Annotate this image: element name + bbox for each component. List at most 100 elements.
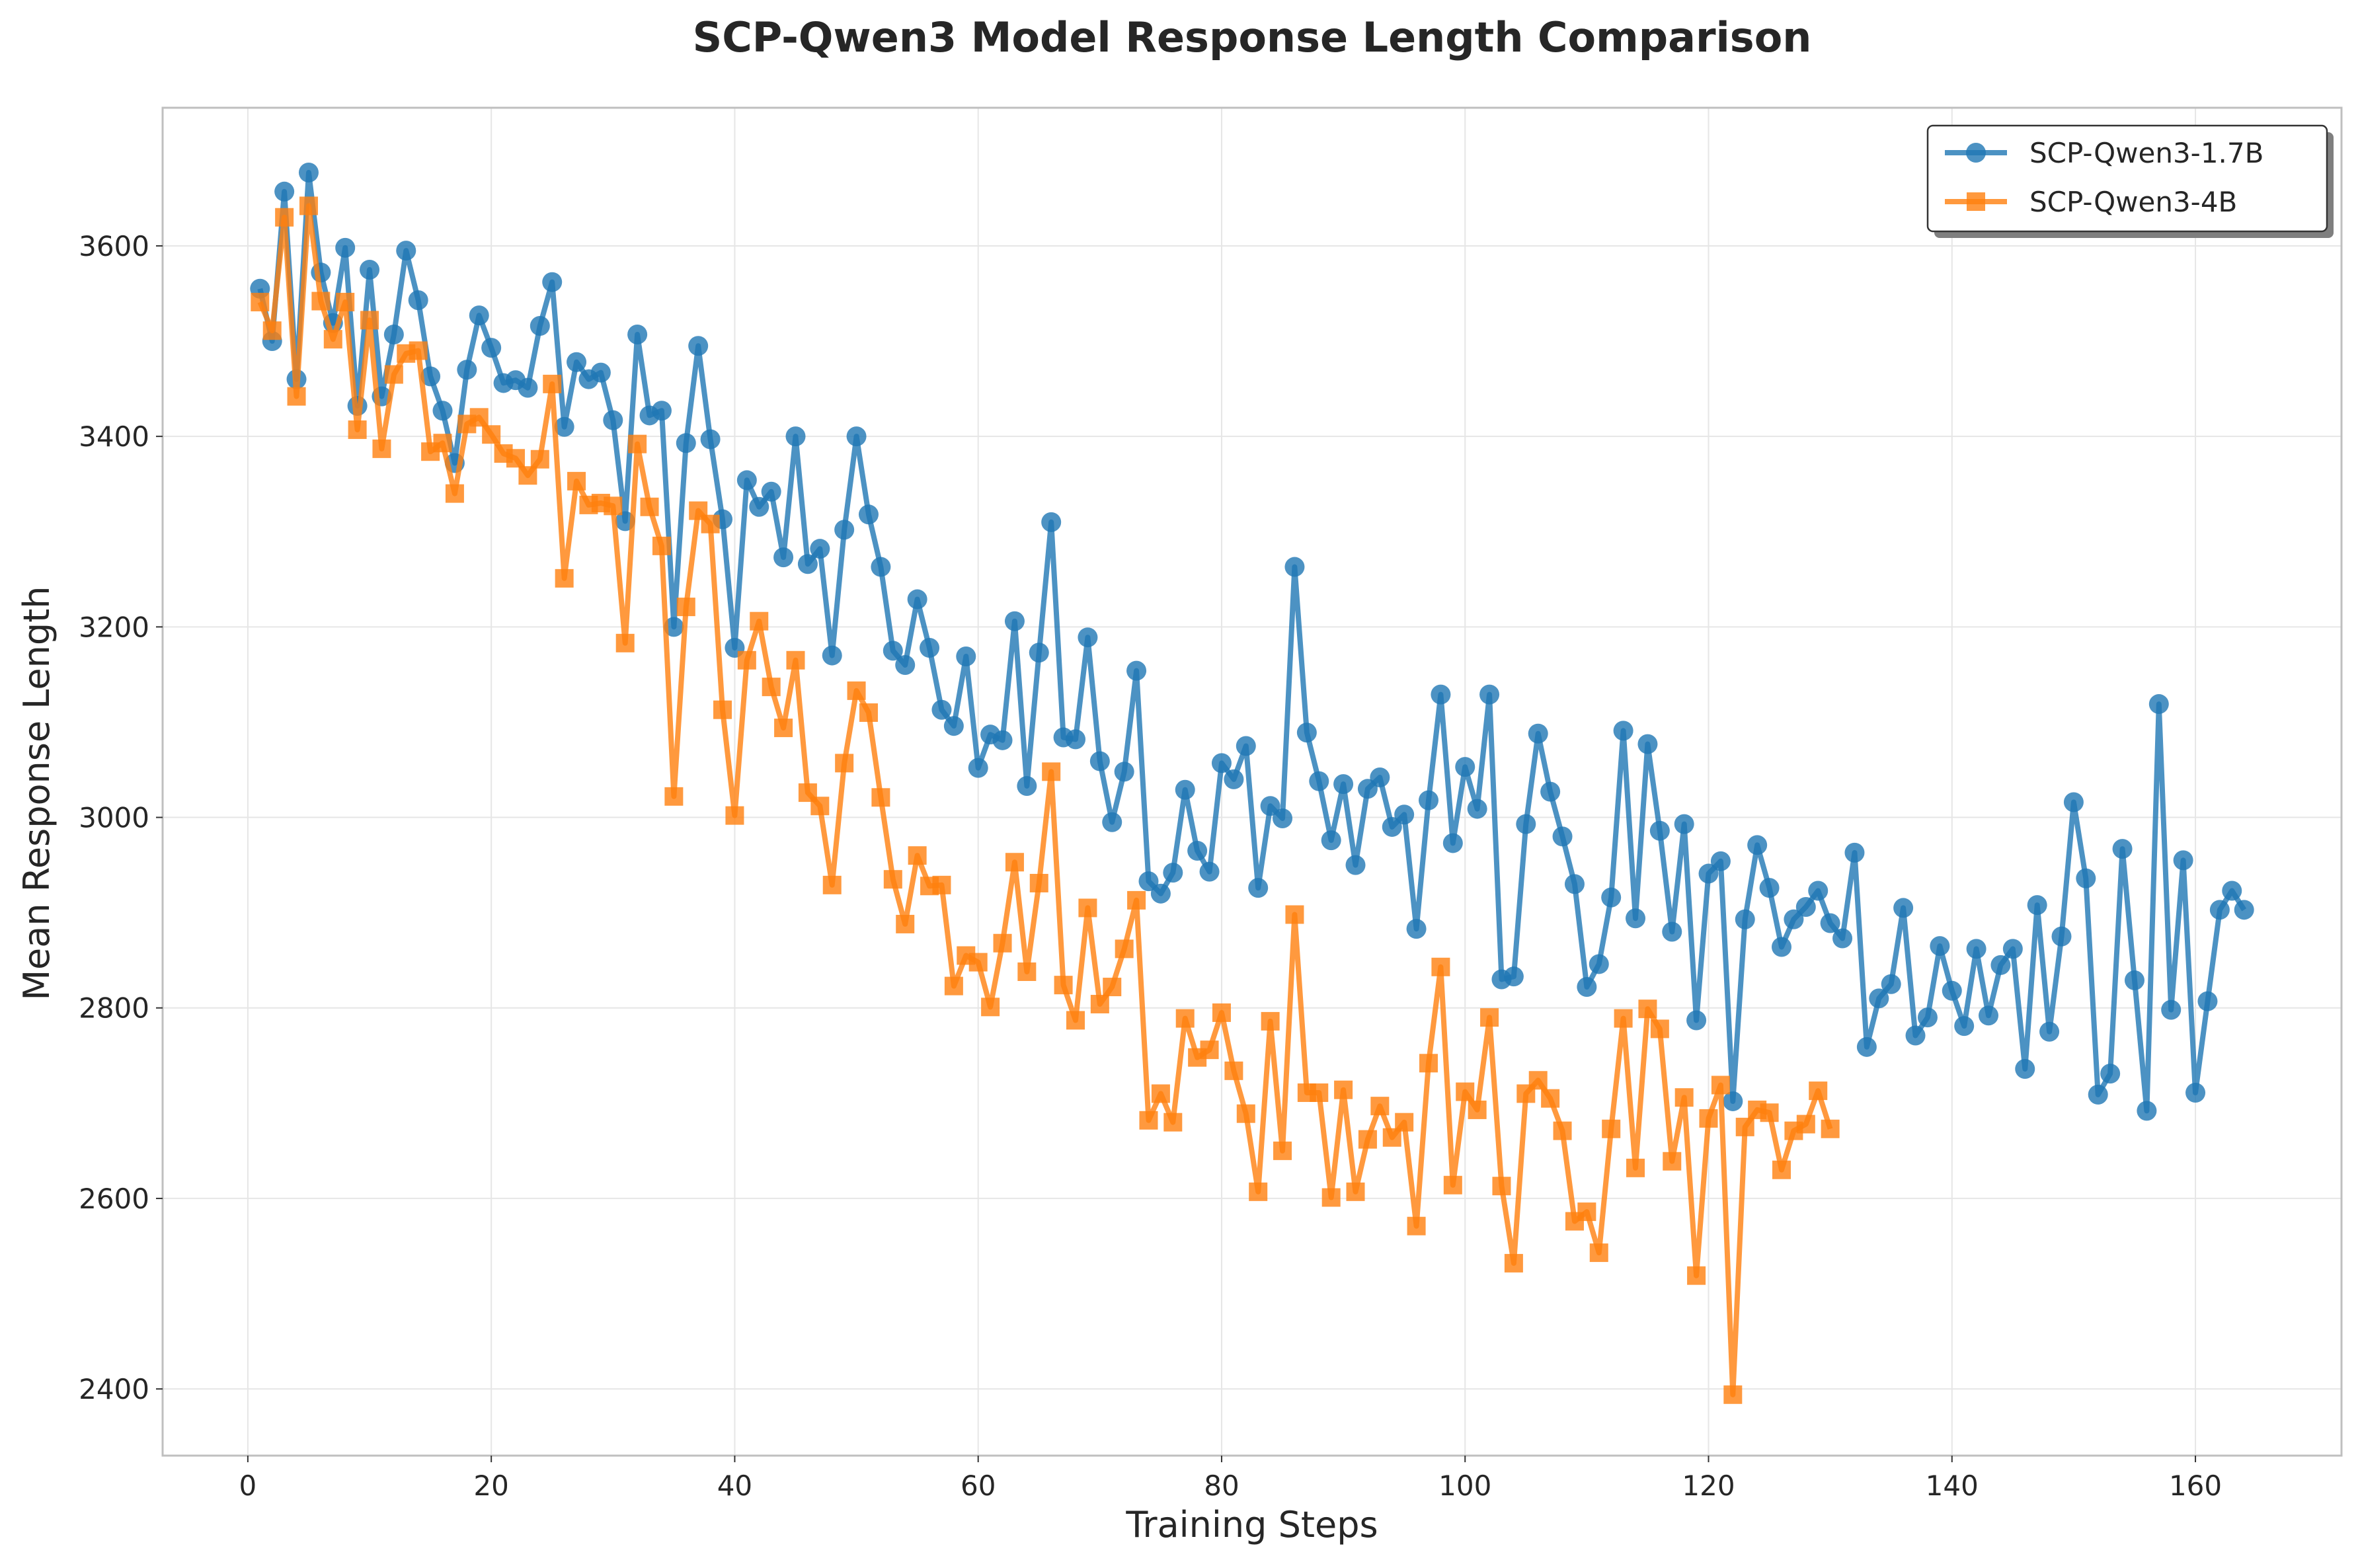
data-point	[1248, 878, 1269, 898]
data-point	[736, 470, 757, 490]
data-point	[518, 466, 537, 485]
data-point	[992, 730, 1013, 750]
data-point	[1589, 954, 1609, 974]
data-point	[1431, 957, 1450, 976]
data-point	[858, 504, 879, 525]
data-point	[1224, 769, 1244, 789]
data-point	[1468, 1100, 1487, 1119]
data-point	[1856, 1037, 1877, 1057]
data-point	[1102, 812, 1122, 832]
data-point	[1698, 863, 1719, 884]
data-point	[2209, 900, 2230, 920]
data-point	[615, 633, 635, 652]
data-point	[1711, 1076, 1730, 1095]
data-point	[469, 305, 489, 326]
data-point	[1503, 966, 1524, 987]
data-point	[2039, 1021, 2060, 1042]
data-point	[1796, 1115, 1815, 1134]
data-point	[700, 429, 721, 450]
data-point	[335, 237, 356, 258]
data-point	[1005, 853, 1024, 872]
data-point	[1674, 814, 1694, 834]
data-point	[323, 330, 342, 349]
data-point	[1406, 919, 1427, 939]
data-point	[1296, 723, 1317, 743]
data-point	[1456, 1082, 1475, 1101]
data-point	[2185, 1082, 2206, 1103]
data-point	[1187, 840, 1208, 861]
data-point	[1747, 835, 1768, 855]
data-point	[1443, 1175, 1462, 1195]
data-point	[1759, 878, 1780, 898]
data-point	[1321, 1188, 1341, 1207]
data-point	[1942, 980, 1962, 1001]
data-point	[1881, 974, 1901, 994]
data-point	[384, 365, 403, 384]
legend-label-series-2: SCP-Qwen3-4B	[2029, 186, 2237, 218]
data-point	[1869, 988, 1889, 1009]
data-point	[1004, 611, 1025, 631]
data-point	[1564, 874, 1585, 894]
data-point	[1321, 830, 1341, 851]
data-point	[542, 272, 563, 292]
data-point	[1637, 734, 1658, 754]
data-point	[1078, 627, 1098, 648]
data-point	[943, 716, 964, 736]
data-point	[773, 547, 794, 568]
data-point	[1649, 820, 1670, 841]
data-point	[1626, 1158, 1645, 1177]
data-point	[1577, 1202, 1596, 1222]
legend-label-series-1: SCP-Qwen3-1.7B	[2029, 137, 2263, 169]
legend-entry-series-2: SCP-Qwen3-4B	[1945, 186, 2237, 218]
data-point	[1723, 1385, 1743, 1404]
data-point	[1334, 1080, 1353, 1099]
data-point	[785, 426, 806, 447]
data-point	[1394, 804, 1415, 825]
data-point	[834, 520, 855, 540]
data-point	[1175, 779, 1195, 800]
data-point	[896, 914, 915, 933]
data-point	[1211, 753, 1232, 773]
data-point	[1553, 1121, 1572, 1140]
x-tick-label: 60	[961, 1470, 996, 1502]
data-point	[275, 208, 294, 227]
data-point	[262, 321, 282, 340]
y-axis-label: Mean Response Length	[16, 586, 58, 1000]
data-point	[1150, 883, 1171, 904]
data-point	[1284, 557, 1305, 577]
data-point	[774, 719, 793, 738]
data-point	[1041, 512, 1062, 532]
data-point	[859, 703, 878, 723]
data-point	[1990, 955, 2011, 975]
data-point	[482, 425, 501, 444]
x-tick-label: 0	[239, 1470, 257, 1502]
data-point	[1784, 909, 1804, 929]
data-point	[1407, 1216, 1426, 1235]
data-point	[822, 875, 842, 894]
chart-title: SCP-Qwen3 Model Response Length Comparis…	[693, 13, 1812, 61]
data-point	[725, 806, 744, 825]
data-point	[1480, 1008, 1499, 1027]
data-point	[1212, 1003, 1231, 1022]
data-point	[567, 471, 586, 490]
data-point	[1723, 1091, 1743, 1111]
data-point	[1333, 774, 1354, 795]
data-point	[1042, 762, 1061, 781]
data-point	[1029, 873, 1048, 892]
series-2	[251, 196, 1840, 1404]
data-point	[1930, 936, 1950, 957]
data-point	[1370, 767, 1390, 788]
data-point	[1687, 1266, 1706, 1285]
data-point	[1662, 921, 1682, 942]
data-point	[603, 410, 623, 430]
legend-marker-series-1	[1966, 143, 1986, 163]
y-tick-label: 2400	[79, 1373, 149, 1405]
data-point	[1710, 851, 1731, 871]
data-point	[383, 324, 404, 344]
data-point	[1163, 863, 1183, 883]
data-point	[2027, 895, 2047, 916]
data-point	[1735, 909, 1755, 929]
data-point	[1614, 1009, 1633, 1028]
